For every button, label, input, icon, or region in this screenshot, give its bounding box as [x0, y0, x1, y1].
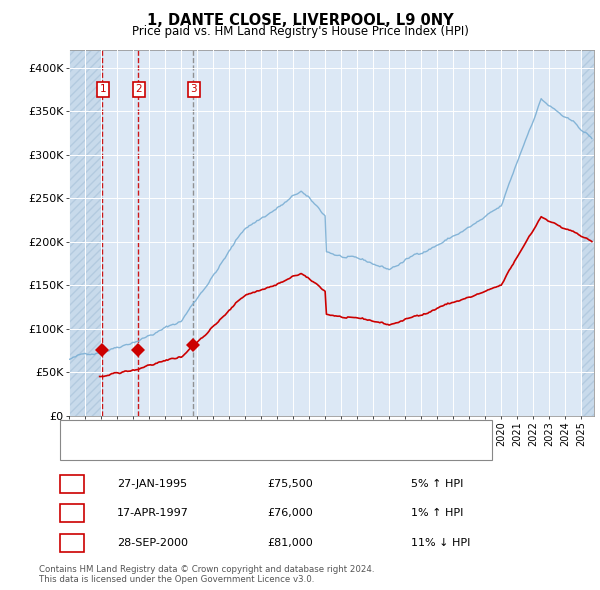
Text: Contains HM Land Registry data © Crown copyright and database right 2024.
This d: Contains HM Land Registry data © Crown c…: [39, 565, 374, 584]
Text: 27-JAN-1995: 27-JAN-1995: [117, 479, 187, 489]
Text: 3: 3: [191, 84, 197, 94]
Text: 5% ↑ HPI: 5% ↑ HPI: [411, 479, 463, 489]
Text: 11% ↓ HPI: 11% ↓ HPI: [411, 538, 470, 548]
Text: 2: 2: [136, 84, 142, 94]
Text: 1: 1: [100, 84, 106, 94]
Text: 2: 2: [68, 509, 76, 518]
Text: 1: 1: [68, 479, 76, 489]
Text: £81,000: £81,000: [267, 538, 313, 548]
Text: 1, DANTE CLOSE, LIVERPOOL, L9 0NY: 1, DANTE CLOSE, LIVERPOOL, L9 0NY: [146, 13, 454, 28]
Bar: [581, 50, 594, 416]
Text: 17-APR-1997: 17-APR-1997: [117, 509, 189, 518]
Text: £76,000: £76,000: [267, 509, 313, 518]
Text: 1, DANTE CLOSE, LIVERPOOL, L9 0NY (detached house): 1, DANTE CLOSE, LIVERPOOL, L9 0NY (detac…: [114, 427, 403, 437]
Text: 28-SEP-2000: 28-SEP-2000: [117, 538, 188, 548]
Text: 3: 3: [68, 538, 76, 548]
Bar: [69, 50, 102, 416]
Text: Price paid vs. HM Land Registry's House Price Index (HPI): Price paid vs. HM Land Registry's House …: [131, 25, 469, 38]
Text: £75,500: £75,500: [267, 479, 313, 489]
Text: HPI: Average price, detached house, Liverpool: HPI: Average price, detached house, Live…: [114, 444, 355, 454]
Text: 1% ↑ HPI: 1% ↑ HPI: [411, 509, 463, 518]
